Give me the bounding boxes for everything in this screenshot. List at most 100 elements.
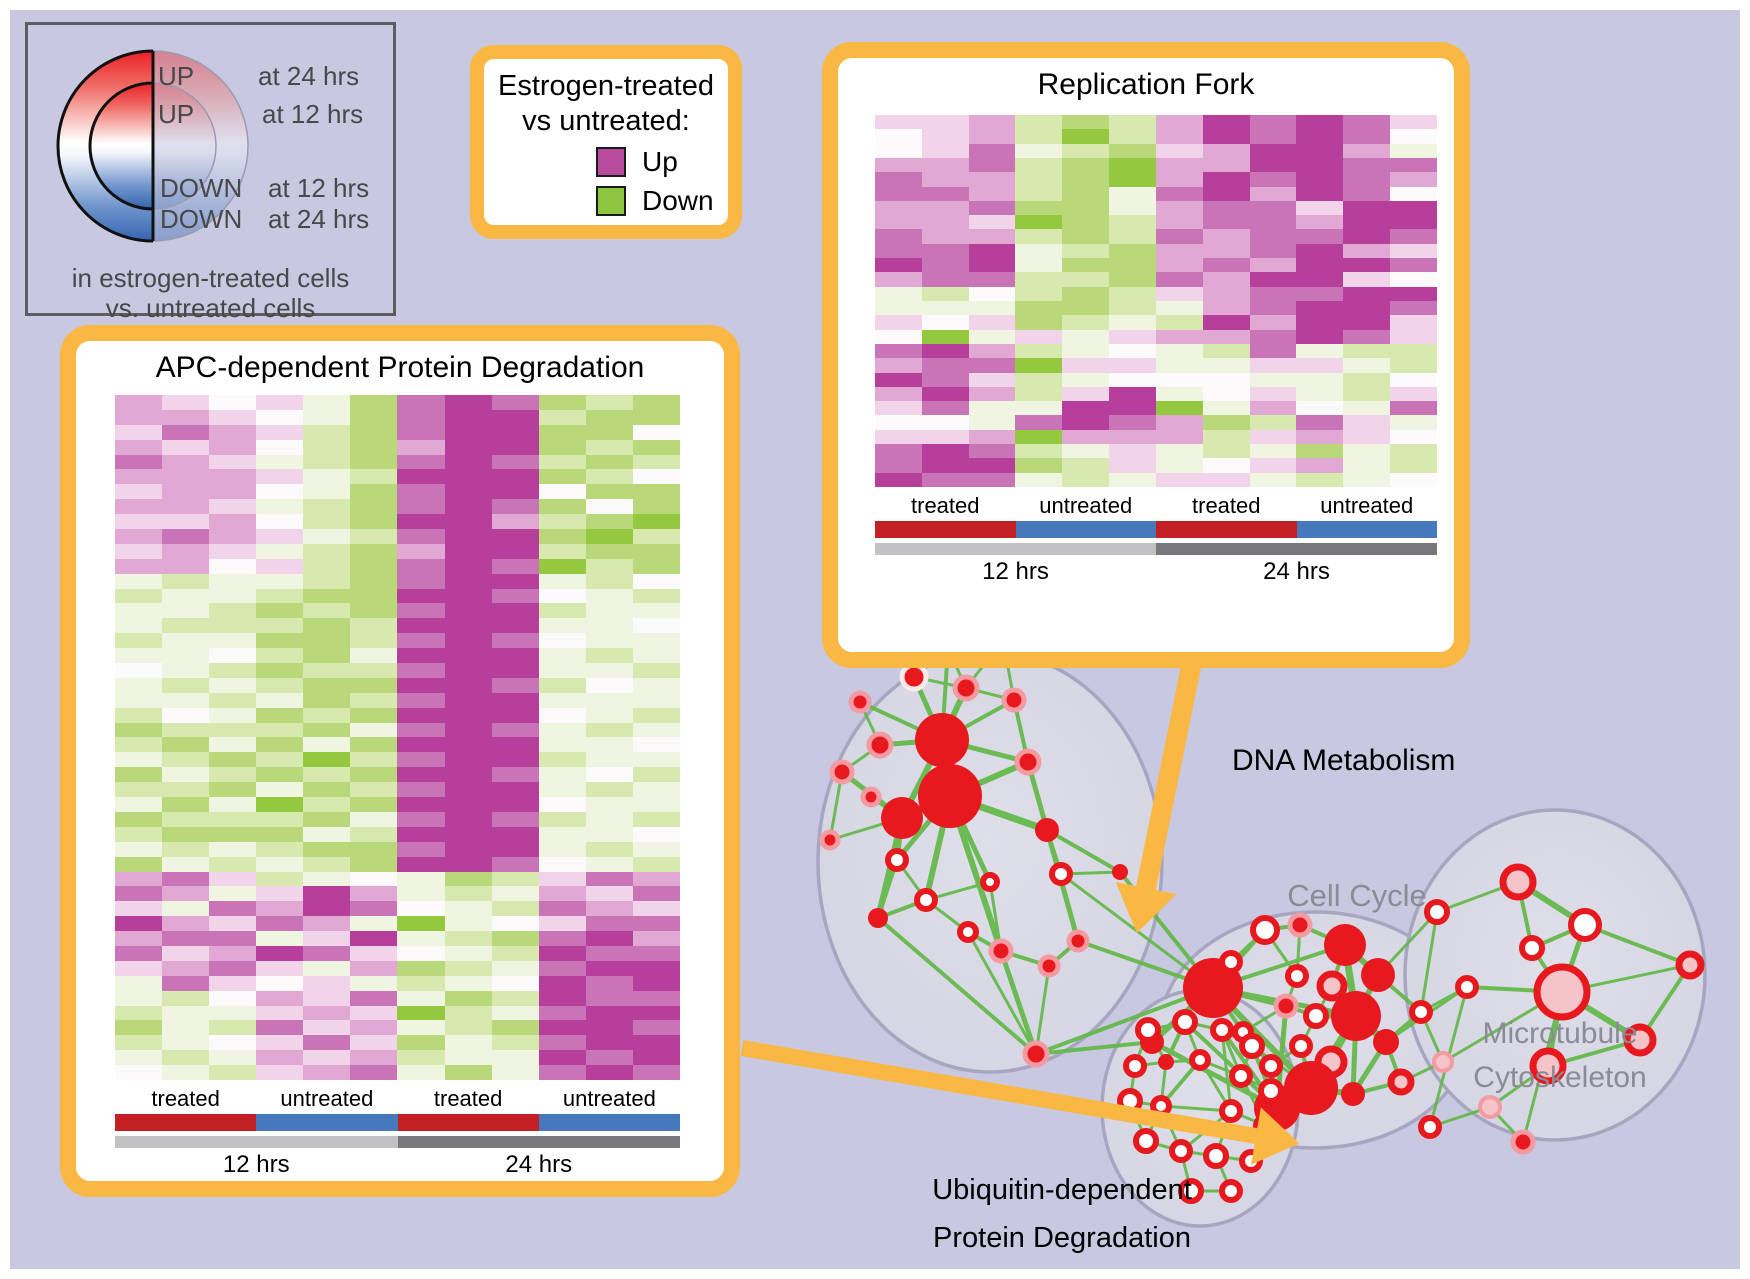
heatmap-cell: [209, 871, 257, 887]
heatmap-cell: [350, 558, 398, 574]
heatmap-cell: [1015, 458, 1063, 473]
heatmap-cell: [209, 677, 257, 693]
heatmap-cell: [115, 871, 163, 887]
heatmap-cell: [115, 424, 163, 440]
heatmap-cell: [162, 782, 210, 798]
heatmap-cell: [397, 573, 445, 589]
heatmap-cell: [538, 558, 586, 574]
heatmap-cell: [1296, 343, 1344, 359]
heatmap-cell: [921, 186, 969, 201]
heatmap-cell: [397, 871, 445, 887]
heatmap-cell: [585, 588, 633, 604]
heatmap-cell: [162, 990, 210, 1006]
heatmap-cell: [303, 737, 351, 753]
heatmap-cell: [1155, 243, 1203, 259]
connector-arrow-stem: [740, 1040, 1258, 1144]
heatmap-cell: [350, 960, 398, 976]
heatmap-cell: [875, 215, 922, 230]
heatmap-cell: [444, 931, 492, 946]
heatmap-cell: [256, 439, 304, 455]
heatmap-cell: [303, 916, 351, 932]
heatmap-cell: [1062, 215, 1110, 230]
heatmap-cell: [115, 945, 163, 961]
heatmap-cell: [256, 677, 304, 693]
heatmap-cell: [303, 633, 351, 649]
heatmap-cell: [1296, 229, 1344, 244]
heatmap-cell: [632, 692, 680, 708]
heatmap-cell: [209, 722, 257, 738]
heatmap-cell: [585, 767, 633, 783]
heatmap-cell: [1109, 286, 1156, 301]
heatmap-cell: [115, 1035, 163, 1051]
heatmap-cell: [1296, 444, 1344, 459]
heatmap-cell: [968, 143, 1016, 158]
heatmap-cell: [209, 514, 257, 530]
heatmap-cell: [1202, 458, 1250, 473]
heatmap-cell: [1015, 172, 1063, 187]
heatmap-cell: [162, 901, 210, 917]
heatmap-cell: [256, 395, 304, 410]
heatmap-cell: [256, 990, 304, 1006]
heatmap-cell: [632, 797, 680, 812]
up-label: Up: [642, 146, 678, 177]
heatmap-cell: [444, 856, 492, 872]
heatmap-cell: [303, 439, 351, 455]
heatmap-cell: [538, 499, 586, 515]
heatmap-cell: [350, 1050, 398, 1066]
heatmap-cell: [397, 499, 445, 515]
heatmap-cell: [538, 1005, 586, 1021]
heatmap-cell: [1296, 458, 1344, 473]
heatmap-cell: [968, 429, 1016, 445]
heatmap-cell: [350, 737, 398, 753]
heatmap-cell: [1202, 329, 1250, 344]
heatmap-cell: [256, 543, 304, 559]
heatmap-cell: [1015, 258, 1063, 273]
network-edge: [1034, 1040, 1154, 1056]
heatmap-cell: [1109, 329, 1156, 344]
heatmap-cell: [632, 916, 680, 932]
heatmap-cell: [875, 200, 922, 216]
heatmap-cell: [444, 543, 492, 559]
updown-legend-title-line1: Estrogen-treated: [497, 70, 714, 102]
heatmap-cell: [1249, 372, 1297, 387]
heatmap-cell: [209, 901, 257, 917]
heatmap-cell: [444, 424, 492, 440]
heatmap-cell: [1343, 143, 1391, 158]
heatmap-cell: [1390, 329, 1437, 344]
heatmap-cell: [921, 372, 969, 387]
heatmap-cell: [256, 424, 304, 440]
heatmap-cell: [256, 960, 304, 976]
heatmap-cell: [632, 543, 680, 559]
heatmap-cell: [256, 603, 304, 619]
heatmap-cell: [875, 444, 922, 459]
heatmap-cell: [1202, 358, 1250, 373]
heatmap-cell: [1155, 415, 1203, 430]
heatmap-cell: [303, 841, 351, 857]
heatmap-cell: [921, 315, 969, 330]
heatmap-cell: [1296, 358, 1344, 373]
heatmap-cell: [1062, 301, 1110, 316]
heatmap-cell: [350, 752, 398, 768]
heatmap-cell: [1390, 301, 1437, 316]
heatmap-cell: [162, 1035, 210, 1051]
heatmap-cell: [162, 499, 210, 515]
heatmap-cell: [444, 1035, 492, 1051]
heatmap-cell: [350, 469, 398, 485]
heatmap-cell: [397, 916, 445, 932]
heatmap-cell: [1249, 415, 1297, 430]
heatmap-cell: [444, 782, 492, 798]
heatmap-cell: [444, 588, 492, 604]
heatmap-cell: [209, 886, 257, 902]
treated-bar: [115, 1114, 257, 1131]
heatmap-cell: [921, 415, 969, 430]
heatmap-cell: [209, 633, 257, 649]
heatmap-cell: [875, 329, 922, 344]
heatmap-cell: [1062, 386, 1110, 402]
heatmap-cell: [585, 1020, 633, 1036]
network-node: [1219, 1179, 1243, 1203]
heatmap-cell: [256, 1005, 304, 1021]
replication-fork-heatmap: [875, 115, 1437, 487]
network-edge: [1034, 986, 1215, 1056]
heatmap-cell: [968, 401, 1016, 416]
heatmap-cell: [1015, 157, 1063, 173]
